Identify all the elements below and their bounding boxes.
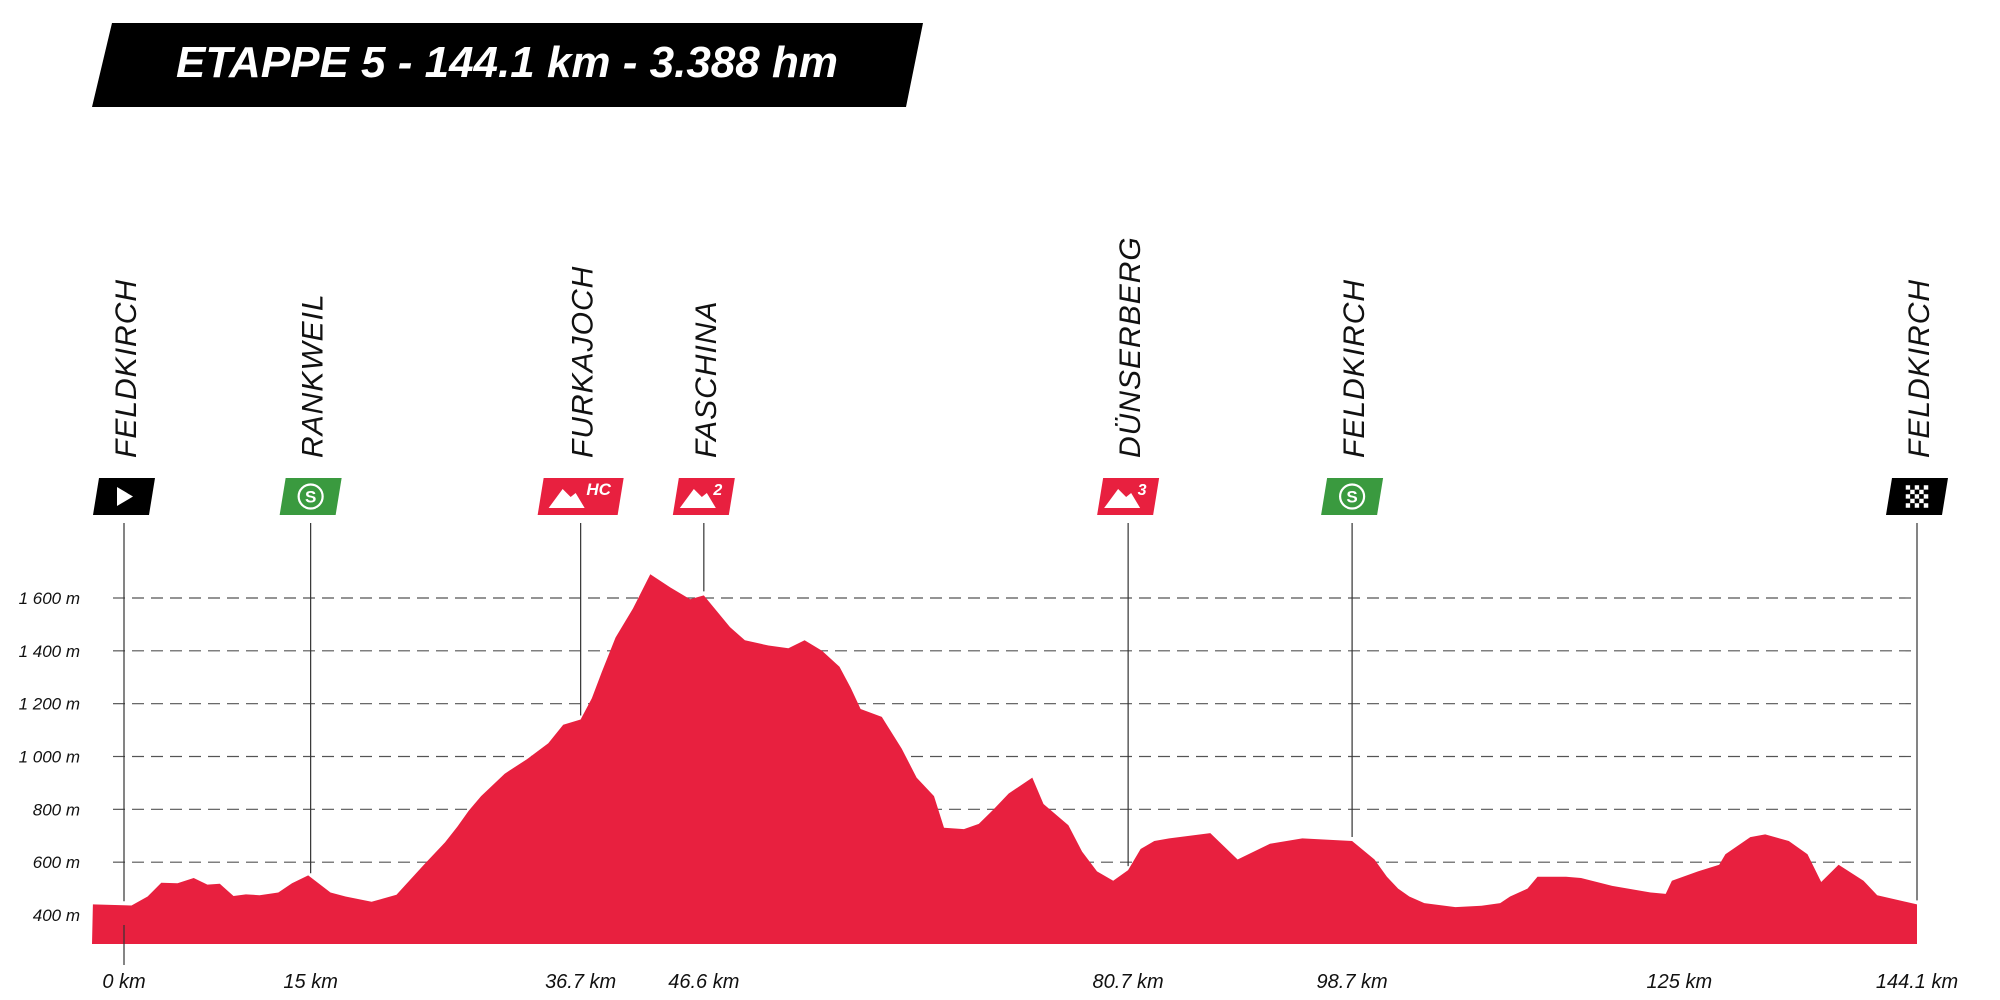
title-banner: ETAPPE 5 - 144.1 km - 3.388 hm xyxy=(92,23,923,107)
x-tick-label: 36.7 km xyxy=(545,971,616,993)
x-tick-label: 98.7 km xyxy=(1317,971,1388,993)
waypoint-name: FELDKIRCH xyxy=(110,279,143,458)
x-tick-label: 46.6 km xyxy=(668,971,739,993)
climb-category-text: 2 xyxy=(712,482,722,499)
waypoint-name: RANKWEIL xyxy=(297,293,330,458)
y-tick-label: 400 m xyxy=(33,906,80,925)
x-tick-labels: 0 km 15 km 36.7 km 46.6 km 80.7 km 98.7 km 125… xyxy=(102,971,1958,993)
x-tick-label: 125 km xyxy=(1647,971,1713,993)
waypoint-name: FELDKIRCH xyxy=(1338,279,1371,458)
waypoint-name: DÜNSERBERG xyxy=(1114,236,1147,458)
x-tick-label: 80.7 km xyxy=(1093,971,1164,993)
climb-category-text: HC xyxy=(586,480,611,499)
y-tick-label: 1 400 m xyxy=(19,642,80,661)
waypoint-name: FURKAJOCH xyxy=(567,266,600,458)
title-banner-background xyxy=(92,23,923,107)
x-tick-label: 0 km xyxy=(102,971,145,993)
waypoint-finish-6: FELDKIRCH xyxy=(1886,279,1948,901)
waypoint-markers: FELDKIRCH S RANKWEIL HC FURKAJOCH 2 FASCHINA 3 D… xyxy=(93,236,1948,902)
waypoint-sprint-1: S RANKWEIL xyxy=(279,293,342,874)
x-tick-label: 144.1 km xyxy=(1876,971,1958,993)
waypoint-name: FELDKIRCH xyxy=(1903,279,1936,458)
y-tick-label: 800 m xyxy=(33,800,80,819)
checkered-flag-icon xyxy=(1905,485,1929,508)
mountain-icon: HC xyxy=(548,480,612,508)
mountain-icon: 2 xyxy=(679,482,722,508)
waypoint-climb-3: 2 FASCHINA xyxy=(672,301,735,592)
sprint-badge-text: S xyxy=(305,488,316,507)
x-tick-label: 15 km xyxy=(283,971,337,993)
climb-category-text: 3 xyxy=(1138,482,1147,499)
y-tick-label: 1 600 m xyxy=(19,589,80,608)
sprint-badge-text: S xyxy=(1346,488,1357,507)
play-icon xyxy=(117,487,133,506)
sprint-icon: S xyxy=(1338,483,1366,510)
waypoint-name: FASCHINA xyxy=(690,301,723,458)
waypoint-sprint-5: S FELDKIRCH xyxy=(1321,279,1384,838)
sprint-icon: S xyxy=(297,483,324,510)
waypoint-climb-2: HC FURKAJOCH xyxy=(537,266,624,716)
y-tick-labels: 400 m 600 m 800 m 1 000 m 1 200 m 1 400 m 1 60… xyxy=(19,589,80,925)
sprint-badge xyxy=(1321,478,1384,515)
mountain-icon: 3 xyxy=(1104,482,1147,508)
sprint-badge xyxy=(279,478,342,515)
y-tick-label: 600 m xyxy=(33,853,80,872)
waypoint-start-0: FELDKIRCH xyxy=(93,279,155,902)
page-title: ETAPPE 5 - 144.1 km - 3.388 hm xyxy=(176,38,838,87)
elevation-profile-area xyxy=(92,574,1917,944)
y-tick-label: 1 200 m xyxy=(19,695,80,714)
y-tick-label: 1 000 m xyxy=(19,748,80,767)
waypoint-climb-4: 3 DÜNSERBERG xyxy=(1097,236,1160,867)
